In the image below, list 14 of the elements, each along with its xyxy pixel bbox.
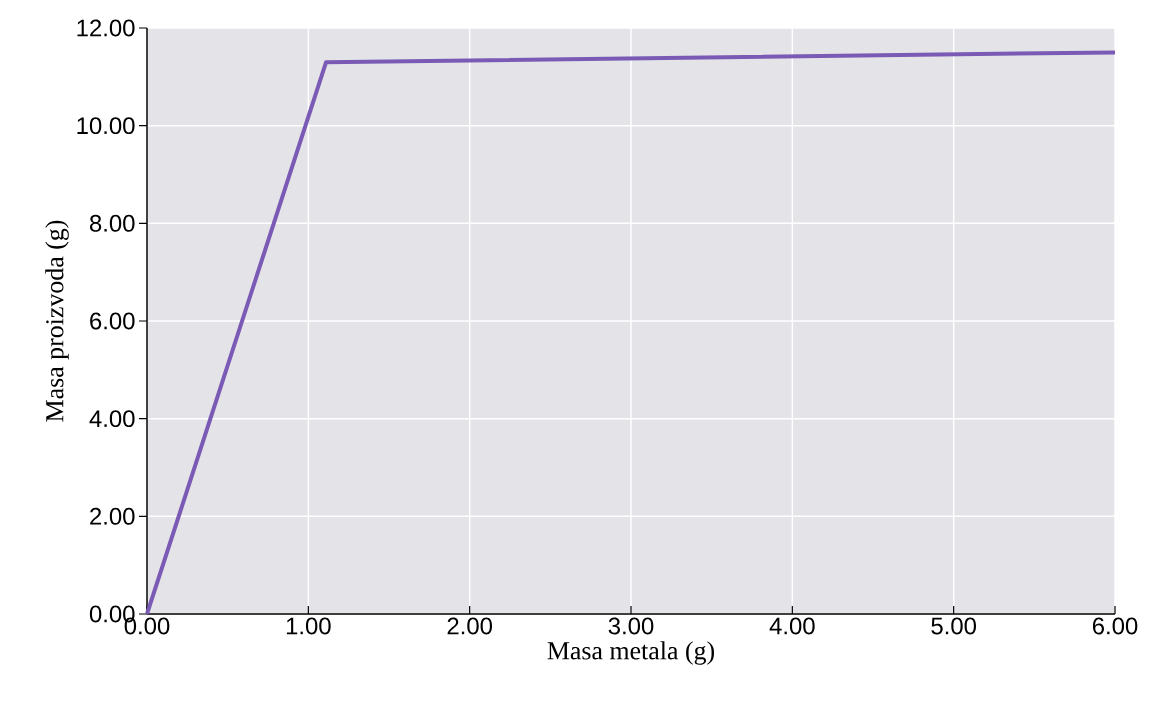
x-axis-title: Masa metala (g) [547,641,715,665]
x-tick-label: 4.00 [769,617,815,635]
x-tick-label: 5.00 [931,617,976,635]
x-tick-label: 1.00 [286,617,331,635]
y-tick-label: 10.00 [77,117,135,135]
x-tick-label: 3.00 [608,617,654,635]
y-tick-label: 8.00 [89,214,135,232]
y-tick-label: 4.00 [89,410,135,428]
x-tick-label: 6.00 [1092,617,1138,635]
y-tick-label: 6.00 [90,312,135,330]
y-tick-label: 12.00 [77,19,135,37]
y-axis-title: Masa proizvoda (g) [45,220,69,422]
x-tick-label: 2.00 [447,617,492,635]
y-tick-label: 2.00 [90,507,135,525]
